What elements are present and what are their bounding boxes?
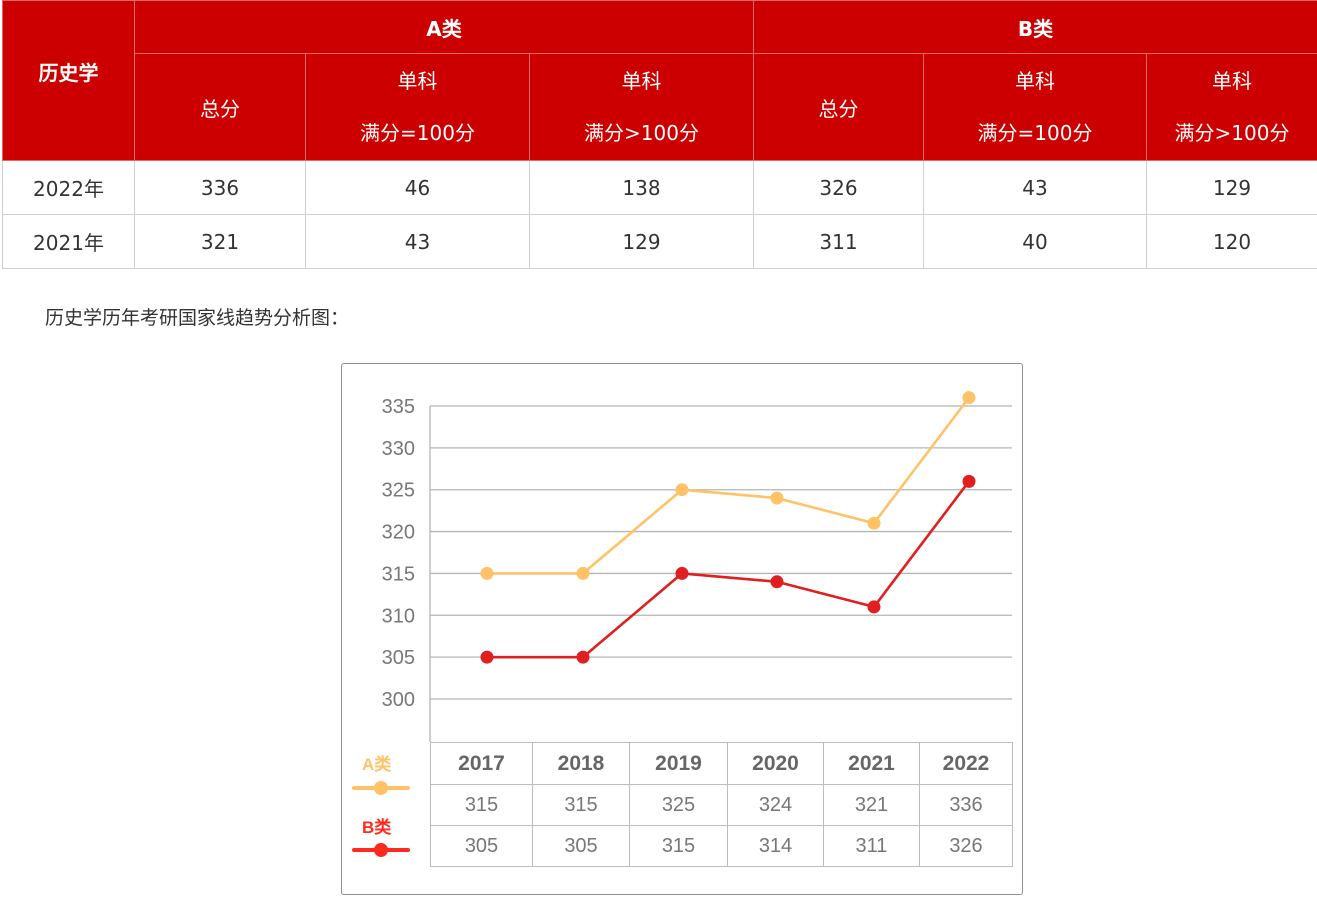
data-table-row-b: 305 305 315 314 311 326	[430, 825, 1013, 867]
chart-series	[480, 391, 976, 664]
cell-a-total: 321	[134, 214, 306, 269]
svg-text:325: 325	[382, 480, 415, 502]
legend-label-b: B类	[362, 818, 392, 837]
cell-a-eq100: 43	[305, 214, 530, 269]
value-cell: 336	[919, 784, 1013, 826]
svg-text:300: 300	[382, 689, 415, 711]
year-cell: 2022	[919, 742, 1013, 785]
value-cell: 326	[919, 825, 1013, 867]
year-cell: 2021	[823, 742, 920, 785]
value-cell: 311	[823, 825, 920, 867]
svg-text:320: 320	[382, 522, 415, 544]
score-table: 历史学 A类 B类 总分 单科 满分=100分 单科 满分>100分 总分 单科…	[2, 0, 1317, 269]
cell-a-eq100: 46	[305, 160, 530, 215]
value-cell: 305	[532, 825, 630, 867]
header-line-single: 单科	[1212, 69, 1253, 93]
svg-text:315: 315	[382, 563, 415, 585]
line-chart-plot: 335 330 325 320 315 310 305 300	[382, 391, 1012, 742]
cell-a-gt100: 129	[528, 214, 755, 269]
row-year: 2021年	[2, 214, 135, 269]
value-cell: 324	[727, 784, 824, 826]
cell-a-total: 336	[134, 160, 306, 215]
header-line-single: 单科	[1015, 69, 1056, 93]
year-cell: 2017	[430, 742, 533, 785]
value-cell: 325	[629, 784, 728, 826]
cell-b-gt100: 129	[1146, 160, 1317, 215]
year-cell: 2018	[532, 742, 630, 785]
data-table-years-row: 2017 2018 2019 2020 2021 2022	[430, 742, 1013, 785]
header-line-gt100: 满分>100分	[1174, 121, 1290, 145]
svg-text:335: 335	[382, 396, 415, 418]
header-b-single-eq100: 单科 满分=100分	[923, 53, 1148, 161]
header-a-single-gt100: 单科 满分>100分	[528, 53, 755, 161]
header-line-gt100: 满分>100分	[584, 121, 699, 145]
table-row: 2022年 336 46 138 326 43 129	[2, 160, 1317, 215]
row-year: 2022年	[2, 160, 135, 215]
value-cell: 315	[532, 784, 630, 826]
header-line-eq100: 满分=100分	[360, 121, 475, 145]
header-row-sub: 总分 单科 满分=100分 单科 满分>100分 总分 单科 满分=100分 单…	[3, 53, 1317, 161]
legend-label-a: A类	[362, 755, 392, 774]
year-cell: 2020	[727, 742, 824, 785]
cell-b-total: 326	[753, 160, 925, 215]
data-table-row-a: 315 315 325 324 321 336	[430, 784, 1013, 826]
y-axis-ticks: 335 330 325 320 315 310 305 300	[382, 396, 415, 711]
cell-b-eq100: 40	[923, 214, 1148, 269]
group-header-a: A类	[133, 0, 755, 54]
header-line-single: 单科	[397, 69, 438, 93]
svg-text:330: 330	[382, 438, 415, 460]
header-a-single-eq100: 单科 满分=100分	[305, 53, 530, 161]
corner-subject-label: 历史学	[2, 0, 135, 161]
chart-caption: 历史学历年考研国家线趋势分析图：	[45, 307, 350, 329]
cell-b-total: 311	[753, 214, 925, 269]
header-line-eq100: 满分=100分	[977, 121, 1093, 145]
value-cell: 315	[629, 825, 728, 867]
header-b-total: 总分	[753, 53, 925, 161]
header-row-groups: 历史学 A类 B类	[2, 0, 1317, 161]
header-a-total: 总分	[134, 53, 306, 161]
cell-a-gt100: 138	[528, 160, 755, 215]
value-cell: 321	[823, 784, 920, 826]
value-cell: 314	[727, 825, 824, 867]
table-row: 2021年 321 43 129 311 40 120	[2, 214, 1317, 269]
group-header-b: B类	[753, 0, 1317, 54]
legend-marker-b-icon	[352, 843, 410, 857]
cell-b-gt100: 120	[1146, 214, 1317, 269]
value-cell: 315	[430, 784, 533, 826]
trend-chart: 335 330 325 320 315 310 305 300 A类 B类 2017 2018…	[341, 363, 1023, 895]
svg-text:305: 305	[382, 647, 415, 669]
value-cell: 305	[430, 825, 533, 867]
year-cell: 2019	[629, 742, 728, 785]
legend-marker-a-icon	[352, 781, 410, 795]
svg-text:310: 310	[382, 605, 415, 627]
header-b-single-gt100: 单科 满分>100分	[1146, 53, 1317, 161]
cell-b-eq100: 43	[923, 160, 1148, 215]
header-line-single: 单科	[621, 69, 662, 93]
chart-data-table: 2017 2018 2019 2020 2021 2022 315 315 32…	[430, 742, 1013, 867]
